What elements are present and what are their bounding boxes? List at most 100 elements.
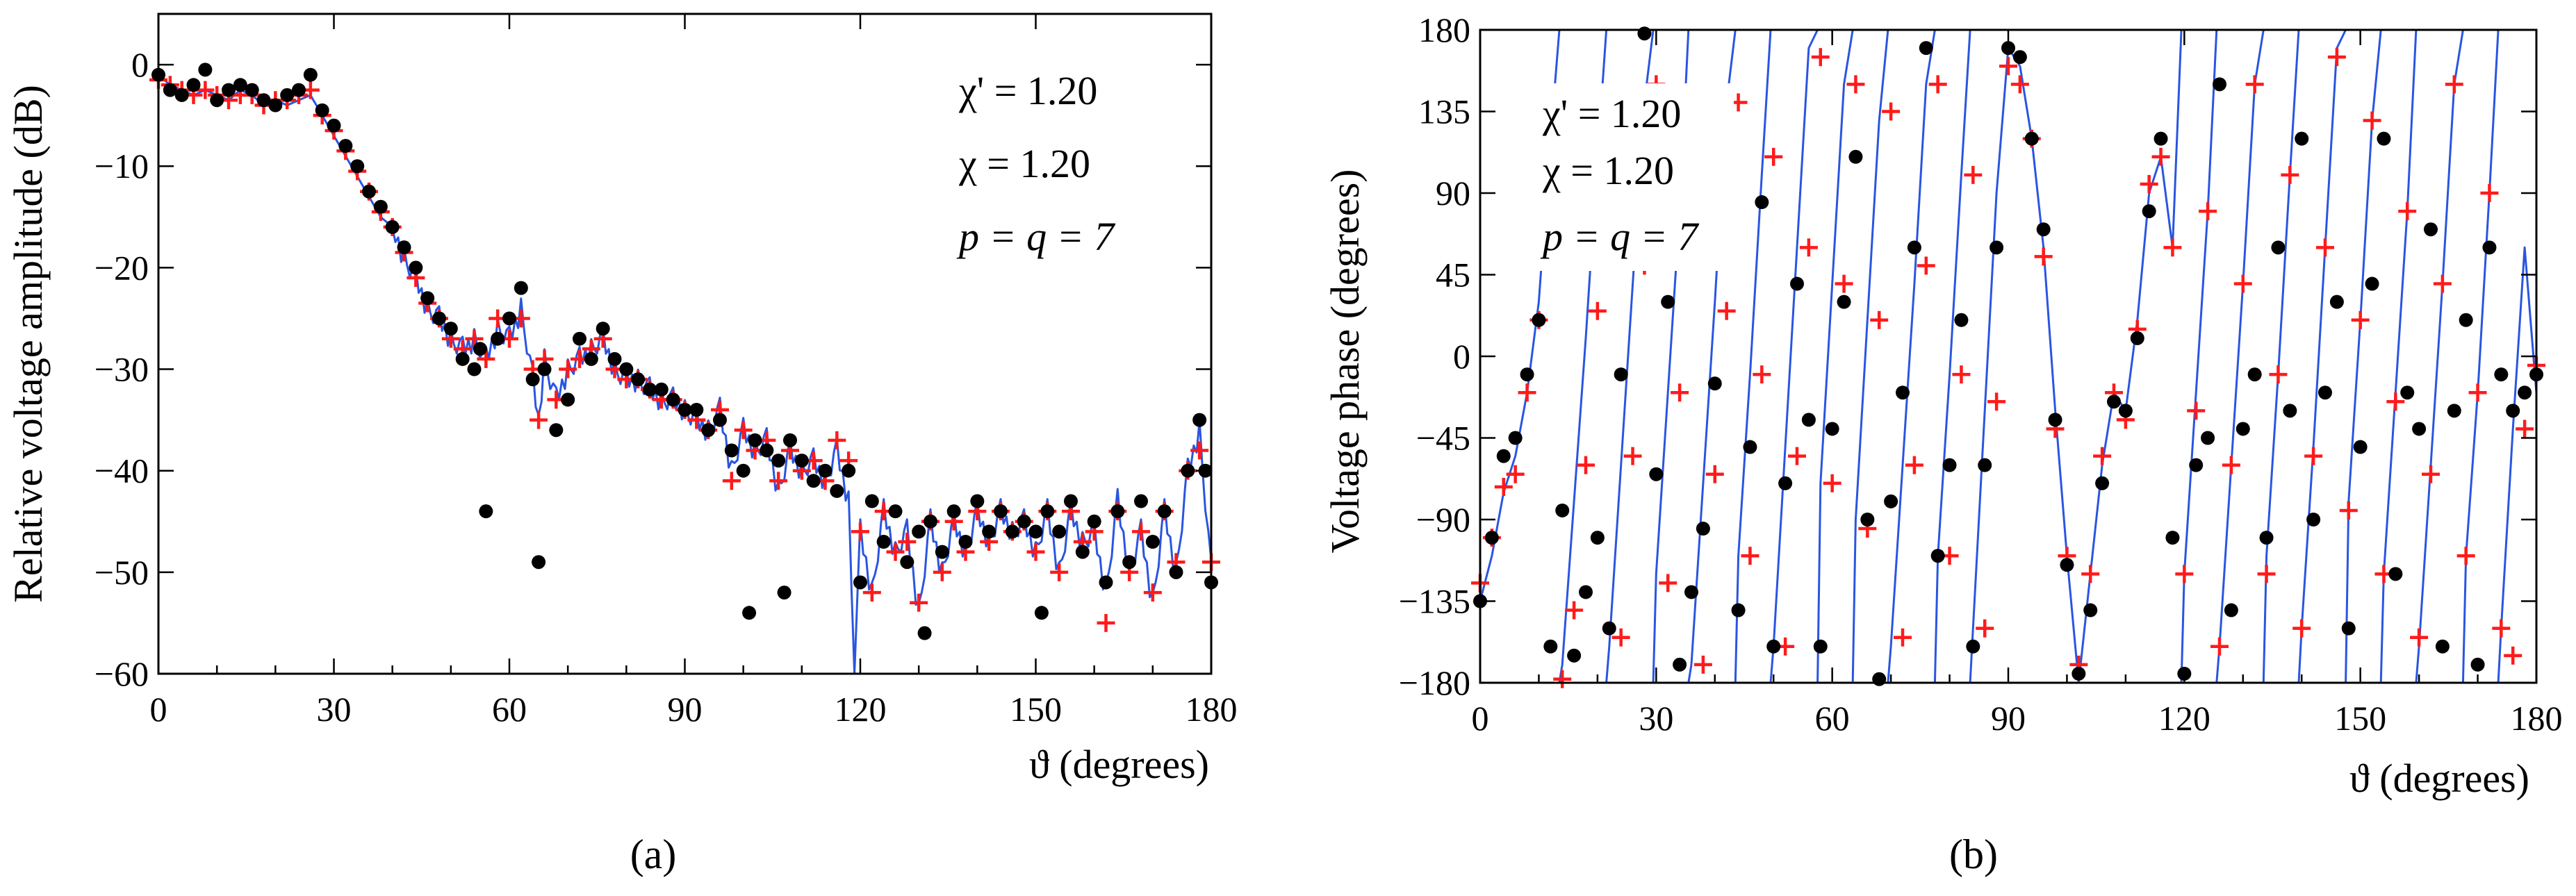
panel-a-measured-point: [1028, 524, 1043, 539]
panel-b-calculated-point: [1693, 655, 1712, 674]
panel-b-model-line-segment: [2180, 29, 2218, 683]
panel-a-measured-point: [532, 555, 546, 570]
panel-a-measured-point: [502, 311, 516, 326]
panel-a-y-tick-label: −10: [95, 147, 149, 185]
panel-a-calculated-point: [477, 349, 495, 368]
panel-b-measured-point: [1684, 585, 1698, 599]
panel-b-measured-point: [1590, 531, 1605, 545]
panel-b-measured-point: [2470, 657, 2485, 672]
panel-b-measured-point: [1778, 476, 1793, 490]
panel-b-model-line-segment: [2215, 29, 2265, 683]
panel-b-measured-point: [2271, 240, 2286, 255]
panel-a-x-axis-label: ϑ (degrees): [1029, 742, 1209, 787]
panel-a-x-tick-label: 90: [668, 690, 703, 729]
panel-b-measured-point: [1484, 531, 1499, 545]
panel-b-measured-point: [2459, 313, 2473, 327]
panel-b-calculated-point: [1976, 619, 1994, 638]
panel-a-measured-point: [689, 403, 704, 417]
panel-b-calculated-point: [1870, 310, 1889, 329]
panel-b-calculated-point: [2151, 147, 2170, 166]
panel-b-y-tick-label: −45: [1416, 419, 1470, 458]
panel-a-measured-point: [777, 586, 791, 600]
panel-b-measured-point: [2083, 603, 2098, 617]
panel-b-measured-point: [2353, 440, 2368, 454]
panel-a-x-tick-label: 180: [1186, 690, 1238, 729]
panel-b-measured-point: [2213, 77, 2226, 92]
panel-b-model-line-segment: [2297, 29, 2347, 683]
panel-a-measured-point: [1040, 504, 1055, 519]
panel-a-calculated-point: [196, 81, 215, 99]
panel-b-calculated-point: [2034, 247, 2053, 266]
panel-b-measured-point: [1520, 367, 1534, 382]
panel-b-measured-point: [1567, 648, 1582, 663]
panel-b-calculated-point: [1494, 478, 1513, 496]
panel-b-axes: 0 30 60 90 120 150 180 180 135 90 45 0 −45 −90 −135 −18…: [1399, 10, 2563, 738]
panel-a-measured-point: [946, 504, 961, 519]
panel-b-calculated-point: [1964, 165, 1983, 184]
panel-a-measured-point: [876, 535, 891, 549]
panel-a-calculated-point: [559, 360, 577, 379]
panel-b-calculated-point: [2327, 48, 2346, 67]
panel-b-measured-point: [2118, 404, 2133, 418]
panel-b-model-line-segment: [2497, 246, 2538, 683]
panel-a-measured-point: [280, 88, 295, 102]
panel-b-measured-point: [2012, 50, 2027, 65]
panel-b-measured-point: [2036, 222, 2051, 237]
panel-b-measured-point: [2306, 513, 2321, 526]
panel-b-calculated-point: [2504, 646, 2522, 665]
panel-a-measured-point: [842, 463, 856, 478]
panel-a-y-tick-label: −20: [95, 248, 149, 287]
panel-b-measured-point: [1637, 26, 1652, 41]
panel-a-measured-point: [888, 504, 903, 519]
panel-b-measured-point: [2494, 367, 2509, 382]
panel-b-y-tick-label: 90: [1436, 174, 1470, 213]
panel-b-measured-point: [2447, 404, 2461, 418]
panel-a-y-tick-label: −40: [95, 451, 149, 490]
panel-b-measured-point: [1978, 458, 1992, 472]
panel-a-measured-point: [596, 322, 610, 336]
panel-a-measured-point: [958, 535, 973, 549]
panel-a-measured-point: [724, 443, 739, 458]
panel-b-calculated-point: [2140, 174, 2158, 193]
panel-b-annotation-chi-prime: χ' = 1.20: [1542, 91, 1681, 136]
panel-a-calculated-point: [769, 472, 788, 490]
panel-b-calculated-point: [1846, 75, 1865, 94]
panel-b-calculated-point: [1577, 456, 1595, 474]
panel-a-measured-point: [1075, 545, 1090, 559]
panel-b-model-line-segment: [1769, 29, 1819, 683]
panel-a-measured-point: [1134, 494, 1148, 508]
panel-b-y-tick-label: 0: [1453, 337, 1470, 376]
panel-b-calculated-point: [1565, 601, 1584, 620]
panel-b-measured-point: [2130, 331, 2144, 345]
panel-b-calculated-point: [2316, 238, 2334, 257]
panel-b-calculated-point: [2175, 565, 2194, 583]
panel-a-calculated-point: [1143, 583, 1162, 602]
panel-a-measured-point: [397, 240, 411, 255]
panel-a-measured-point: [198, 63, 213, 77]
panel-b-calculated-point: [2398, 202, 2417, 221]
panel-b-model-line-segment: [1851, 29, 1889, 683]
panel-a-calculated-point: [1026, 542, 1045, 561]
panel-a-measured-point: [573, 331, 586, 346]
panel-b-calculated-point: [2386, 392, 2405, 411]
panel-b-measured-point: [2435, 639, 2450, 654]
panel-b-measured-point: [2201, 431, 2215, 445]
panel-b-model-line-segment: [2461, 29, 2500, 683]
panel-b-measured-point: [1707, 376, 1722, 391]
panel-b-calculated-point: [2257, 565, 2276, 583]
panel-a-calculated-point: [1097, 613, 1115, 632]
panel-b-measured-point: [2518, 385, 2532, 400]
panel-b-measured-point: [2365, 276, 2379, 291]
panel-b-measured-point: [1860, 513, 1875, 526]
panel-b-y-tick-label: 180: [1418, 10, 1470, 49]
panel-a-measured-point: [924, 514, 937, 529]
panel-b-model-line-segment: [2345, 29, 2382, 683]
panel-a-measured-point: [1052, 524, 1067, 539]
panel-b-y-tick-label: −180: [1399, 663, 1470, 702]
panel-b-measured-point: [1896, 385, 1910, 400]
panel-a-measured-point: [1099, 575, 1113, 590]
panel-b-measured-point: [2412, 422, 2427, 436]
panel-a-measured-point: [643, 382, 657, 397]
panel-b-measured-point: [2283, 404, 2297, 418]
panel-a-measured-point: [1005, 524, 1019, 539]
